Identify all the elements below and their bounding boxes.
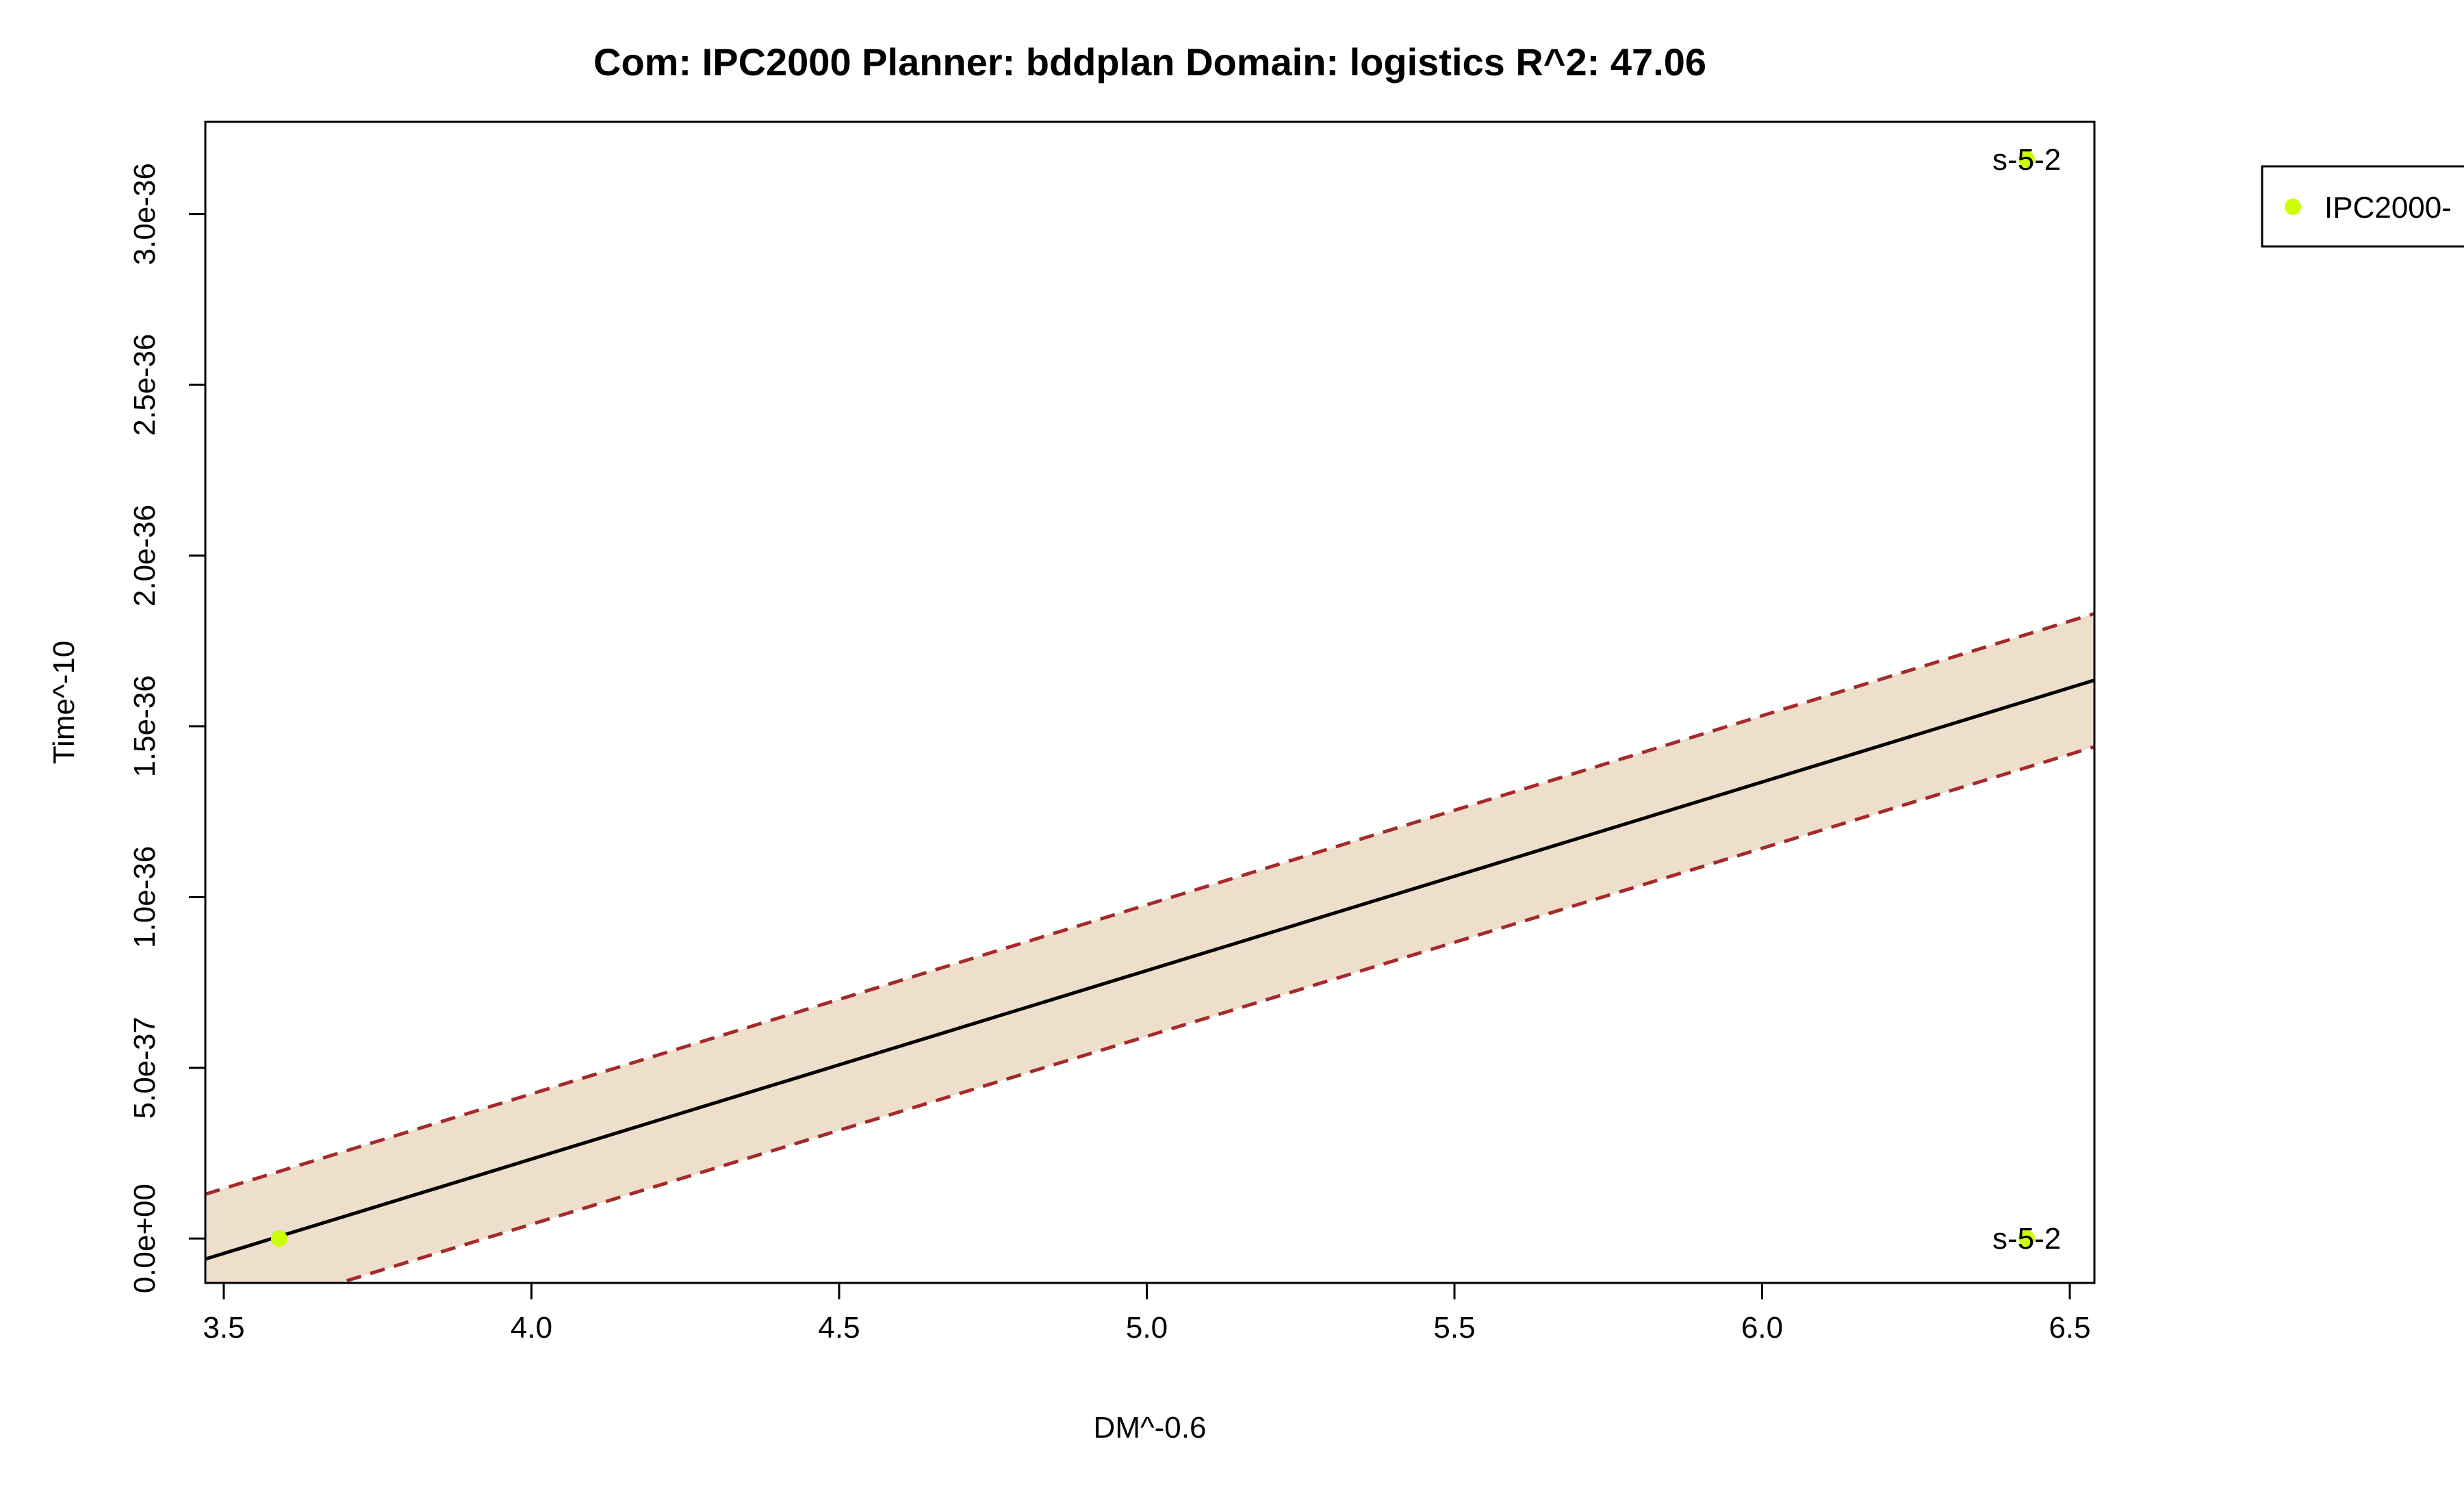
legend-label: IPC2000- bbox=[2324, 191, 2452, 225]
y-tick-label: 3.0e-36 bbox=[128, 163, 162, 265]
x-tick-label: 6.5 bbox=[2049, 1311, 2090, 1345]
x-tick-label: 3.5 bbox=[203, 1311, 244, 1345]
legend-box bbox=[2261, 165, 2464, 248]
data-point bbox=[2018, 1230, 2036, 1247]
x-axis-label: DM^-0.6 bbox=[1094, 1411, 1207, 1445]
x-axis: 3.5 4.0 4.5 5.0 5.5 6.0 6.5 bbox=[203, 1282, 2091, 1345]
x-tick-label: 4.5 bbox=[818, 1311, 860, 1345]
legend: IPC2000- bbox=[2261, 165, 2464, 248]
y-tick-label: 2.0e-36 bbox=[128, 505, 162, 607]
y-axis: 0.0e+00 5.0e-37 1.0e-36 1.5e-36 2.0e-36 2.5e-… bbox=[128, 163, 207, 1293]
point-label: s-5-2 bbox=[1992, 143, 2061, 177]
chart-title: Com: IPC2000 Planner: bddplan Domain: lo… bbox=[593, 40, 1706, 84]
y-tick-label: 5.0e-37 bbox=[128, 1017, 162, 1119]
upper-confidence-line bbox=[205, 611, 2094, 1196]
y-tick-label: 1.0e-36 bbox=[128, 846, 162, 948]
legend-marker bbox=[2285, 199, 2301, 215]
y-tick-label: 1.5e-36 bbox=[128, 675, 162, 777]
regression-line bbox=[205, 678, 2094, 1261]
data-point bbox=[2018, 151, 2036, 168]
x-tick-label: 6.0 bbox=[1741, 1311, 1783, 1345]
x-tick-label: 5.5 bbox=[1433, 1311, 1475, 1345]
point-label: s-5-2 bbox=[1992, 1222, 2061, 1256]
plot-area bbox=[205, 611, 2094, 1283]
y-tick-label: 2.5e-36 bbox=[128, 333, 162, 435]
lower-confidence-line bbox=[333, 745, 2094, 1283]
data-point bbox=[270, 1230, 287, 1247]
y-tick-label: 0.0e+00 bbox=[128, 1184, 162, 1293]
y-axis-label: Time^-10 bbox=[47, 641, 81, 764]
points: s-5-2 s-5-2 bbox=[270, 143, 2061, 1256]
x-tick-label: 5.0 bbox=[1126, 1311, 1168, 1345]
x-tick-label: 4.0 bbox=[511, 1311, 552, 1345]
